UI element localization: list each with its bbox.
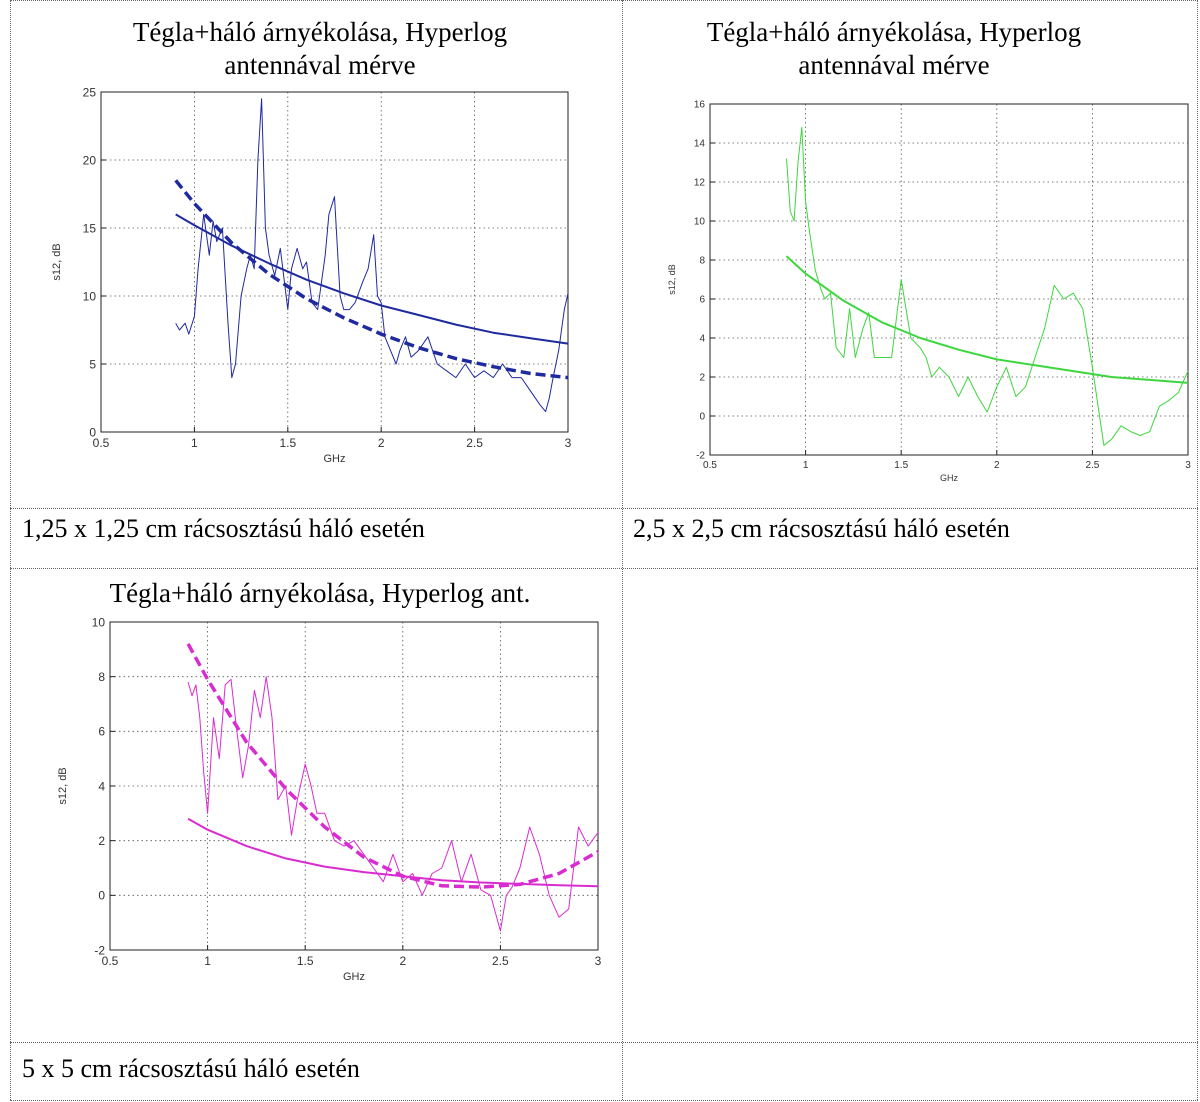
- y-tick-label: 5: [89, 357, 96, 371]
- x-tick-label: 3: [1185, 460, 1191, 471]
- y-tick-label: 10: [83, 289, 97, 303]
- series-line-fit-dashed: [174, 179, 569, 380]
- chart-1-title-line-1: Tégla+háló árnyékolása, Hyperlog: [132, 17, 508, 47]
- y-tick-label: 12: [694, 178, 706, 189]
- y-tick-label: 10: [92, 615, 106, 629]
- series-line-measured: [786, 126, 1189, 446]
- x-tick-label: 1.5: [297, 954, 314, 968]
- y-tick-label: 4: [98, 779, 105, 793]
- y-tick-label: 4: [699, 334, 705, 345]
- series-line-fit-dashed: [186, 643, 599, 889]
- y-tick-label: 0: [699, 412, 705, 423]
- x-tick-label: 0.5: [102, 954, 119, 968]
- x-tick-label: 2.5: [1085, 460, 1099, 471]
- series-line-fit: [785, 255, 1189, 384]
- table-column-divider: [622, 0, 623, 1100]
- x-tick-label: 3: [595, 954, 602, 968]
- series-line-fit: [187, 817, 599, 888]
- x-tick-label: 1: [204, 954, 211, 968]
- y-tick-label: 8: [98, 670, 105, 684]
- y-tick-label: 20: [83, 153, 97, 167]
- y-axis-label: s12, dB: [51, 243, 63, 280]
- x-tick-label: 1.5: [894, 460, 908, 471]
- chart-2-plot: 0.5 1 1.5 2 2.5 3 -2 0 2 4 6 8 10 12 14 16 GHz s12, dB: [667, 100, 1191, 483]
- chart-1-title: Tégla+háló árnyékolása, Hyperlog antenná…: [20, 16, 620, 82]
- y-axis-label: s12, dB: [667, 264, 677, 295]
- y-tick-label: 2: [98, 834, 105, 848]
- chart-2-title-line-2: antennával mérve: [798, 50, 990, 80]
- y-tick-label: 14: [694, 139, 706, 150]
- x-tick-label: 0.5: [93, 436, 110, 450]
- figure-table: [10, 0, 1198, 1101]
- plot-area: [710, 104, 1188, 455]
- y-tick-label: 0: [98, 889, 105, 903]
- y-tick-label: 2: [699, 373, 705, 384]
- y-tick-label: 25: [83, 85, 97, 99]
- chart-3-plot: 0.5 1 1.5 2 2.5 3 -2 0 2 4 6 8 10 GHz s12, dB: [57, 615, 602, 983]
- y-tick-label: -2: [94, 943, 105, 957]
- x-tick-label: 2.5: [466, 436, 483, 450]
- chart-2-title-line-1: Tégla+háló árnyékolása, Hyperlog: [706, 17, 1082, 47]
- chart-1-title-line-2: antennával mérve: [224, 50, 416, 80]
- y-tick-label: 8: [699, 256, 705, 267]
- table-border-right: [1197, 0, 1198, 1100]
- chart-1-caption: 1,25 x 1,25 cm rácsosztású háló esetén: [22, 514, 425, 543]
- x-tick-label: 2: [399, 954, 406, 968]
- x-tick-label: 0.5: [703, 460, 717, 471]
- x-tick-label: 1: [803, 460, 809, 471]
- x-tick-label: 1.5: [279, 436, 296, 450]
- table-row-divider: [10, 508, 1198, 509]
- table-row-divider: [10, 568, 1198, 569]
- x-axis-label: GHz: [343, 971, 365, 983]
- chart-1-plot: 0.5 1 1.5 2 2.5 3 0 5 10 15 20 25 GHz s12, dB: [51, 85, 572, 465]
- x-tick-label: 2.5: [492, 954, 509, 968]
- x-tick-label: 1: [191, 436, 198, 450]
- x-axis-label: GHz: [940, 473, 959, 483]
- x-axis-label: GHz: [324, 453, 346, 465]
- y-tick-label: 0: [89, 425, 96, 439]
- x-tick-label: 2: [378, 436, 385, 450]
- x-tick-label: 2: [994, 460, 1000, 471]
- table-border-top: [10, 0, 1198, 1]
- y-tick-label: 6: [699, 295, 705, 306]
- series-line-fit: [175, 213, 569, 345]
- y-tick-label: -2: [696, 451, 705, 462]
- chart-2-title: Tégla+háló árnyékolása, Hyperlog antenná…: [614, 16, 1174, 82]
- chart-3-title: Tégla+háló árnyékolása, Hyperlog ant.: [20, 577, 620, 610]
- y-tick-label: 16: [694, 100, 706, 111]
- table-border-bottom: [10, 1100, 1198, 1101]
- y-tick-label: 6: [98, 725, 105, 739]
- axes-box: [100, 91, 569, 433]
- chart-3-caption: 5 x 5 cm rácsosztású háló esetén: [22, 1054, 360, 1083]
- plot-area: [101, 92, 568, 432]
- y-tick-label: 15: [83, 221, 97, 235]
- y-axis-label: s12, dB: [57, 767, 69, 804]
- chart-2-caption: 2,5 x 2,5 cm rácsosztású háló esetén: [633, 514, 1010, 543]
- axes-box: [709, 103, 1189, 456]
- table-row-divider: [10, 1042, 1198, 1043]
- x-tick-label: 3: [565, 436, 572, 450]
- series-line-measured: [175, 98, 569, 413]
- chart-3-title-line-1: Tégla+háló árnyékolása, Hyperlog ant.: [109, 578, 531, 608]
- table-border-left: [10, 0, 11, 1100]
- y-tick-label: 10: [694, 217, 706, 228]
